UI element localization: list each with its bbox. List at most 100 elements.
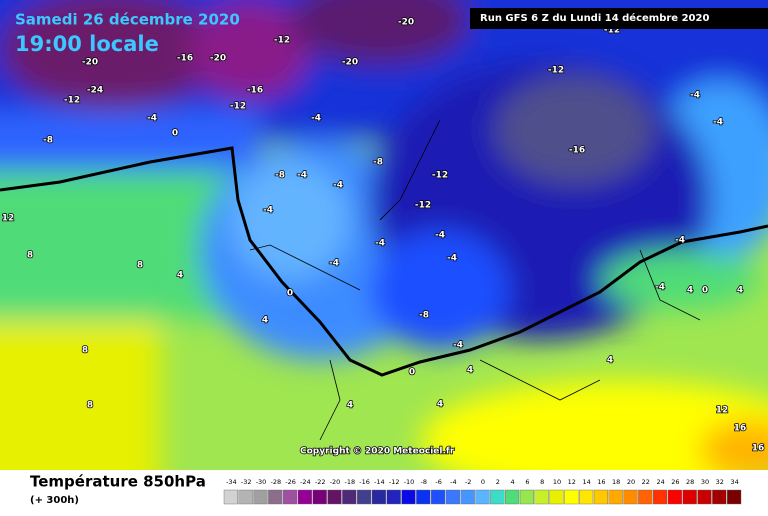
scale-label: 8 [540, 478, 544, 486]
contour-label: 0 [287, 289, 293, 299]
contour-label: -12 [604, 26, 620, 36]
scale-swatch [549, 489, 564, 505]
contour-label: -4 [453, 341, 463, 351]
contour-label: -8 [275, 171, 285, 181]
contour-label: -4 [375, 239, 385, 249]
scale-swatch [490, 489, 505, 505]
scale-swatch [416, 489, 431, 505]
scale-label: 0 [481, 478, 485, 486]
contour-label: 4 [687, 286, 693, 296]
scale-swatch [371, 489, 387, 505]
contour-label: 8 [87, 401, 93, 411]
scale-label: -18 [344, 478, 355, 486]
scale-label: 32 [716, 478, 724, 486]
scale-label: 4 [511, 478, 515, 486]
scale-label: -20 [330, 478, 341, 486]
scale-swatch [534, 489, 549, 505]
scale-swatch [445, 489, 461, 505]
color-scale: -34 -32 -30 -28 -26 -24 -22 -20 -18 -16 -14 -12 -10-… [223, 478, 742, 505]
scale-swatch [608, 489, 623, 505]
contour-label: -4 [297, 171, 307, 181]
scale-label: -8 [421, 478, 427, 486]
forecast-time: 19:00 locale [15, 32, 159, 56]
scale-label: 28 [686, 478, 694, 486]
contour-label: -4 [655, 283, 665, 293]
contour-label: -12 [230, 102, 246, 112]
map: -24-20 -16 -20-12-8-40-12-20-16-12-4-12-16… [0, 0, 768, 470]
contour-label: -16 [177, 54, 193, 64]
contour-label: 0 [702, 286, 708, 296]
contour-label: 12 [716, 406, 729, 416]
contour-label: -4 [311, 114, 321, 124]
scale-swatch [327, 489, 342, 505]
forecast-date: Samedi 26 décembre 2020 [15, 11, 240, 29]
scale-label: 6 [525, 478, 529, 486]
contour-label: -12 [274, 36, 290, 46]
scale-label: -28 [270, 478, 281, 486]
contour-label: 12 [2, 214, 15, 224]
scale-label: -24 [300, 478, 311, 486]
scale-label: -12 [389, 478, 400, 486]
contour-label: 0 [172, 129, 178, 139]
scale-swatch [623, 489, 638, 505]
scale-swatch [223, 489, 239, 505]
scale-label: -16 [359, 478, 370, 486]
run-box [470, 8, 768, 29]
contour-label: -8 [43, 136, 53, 146]
scale-label: -22 [315, 478, 326, 486]
scale-swatch [238, 489, 253, 505]
contour-label: 4 [177, 271, 183, 281]
scale-swatch [312, 489, 327, 505]
scale-label: -6 [435, 478, 441, 486]
scale-label: -14 [374, 478, 385, 486]
scale-label: 10 [553, 478, 561, 486]
scale-swatch [505, 489, 520, 505]
run-info: Run GFS 6 Z du Lundi 14 décembre 2020 [480, 12, 709, 24]
scale-label: 2 [496, 478, 500, 486]
contour-label: -12 [548, 66, 564, 76]
scale-swatch [579, 489, 594, 505]
contour-label: 4 [607, 356, 613, 366]
copyright: Copyright © 2020 Meteociel.fr [300, 447, 455, 457]
scale-swatch [401, 489, 416, 505]
scale-label: -32 [241, 478, 252, 486]
scale-swatch [697, 489, 712, 505]
scale-label: 26 [671, 478, 679, 486]
contour-label: -4 [447, 254, 457, 264]
contour-label: -4 [675, 236, 685, 246]
scale-swatch [667, 489, 683, 505]
scale-swatch [593, 489, 609, 505]
contour-label: 16 [752, 444, 765, 454]
scale-swatch [431, 489, 446, 505]
contour-label: 4 [437, 400, 443, 410]
contour-label: -4 [333, 181, 343, 191]
scale-label: -30 [256, 478, 267, 486]
legend-title: Température 850hPa [30, 473, 206, 491]
contour-label: 16 [734, 424, 747, 434]
scale-swatch [253, 489, 268, 505]
scale-label: 24 [656, 478, 664, 486]
scale-label: 34 [730, 478, 738, 486]
contour-label: -20 [210, 54, 226, 64]
scale-label: -34 [226, 478, 237, 486]
scale-label: 22 [642, 478, 650, 486]
contour-label: -4 [435, 231, 445, 241]
contour-label: 4 [737, 286, 743, 296]
contour-label: 4 [347, 401, 353, 411]
scale-swatch [653, 489, 668, 505]
scale-label: 16 [597, 478, 605, 486]
contour-label: -4 [329, 259, 339, 269]
scale-label: -2 [465, 478, 471, 486]
legend-subtitle: (+ 300h) [30, 495, 79, 506]
scale-swatch [460, 489, 475, 505]
contour-label: 0 [409, 368, 415, 378]
zero-isotherm [0, 146, 768, 377]
contour-label: 8 [82, 346, 88, 356]
scale-swatch [475, 489, 490, 505]
contour-label: -12 [415, 201, 431, 211]
contour-labels: -24-20 -16 -20-12-8-40-12-20-16-12-4-12-16… [1, 17, 765, 455]
scale-swatch [297, 489, 313, 505]
scale-label: -26 [285, 478, 296, 486]
scale-label: 30 [701, 478, 709, 486]
